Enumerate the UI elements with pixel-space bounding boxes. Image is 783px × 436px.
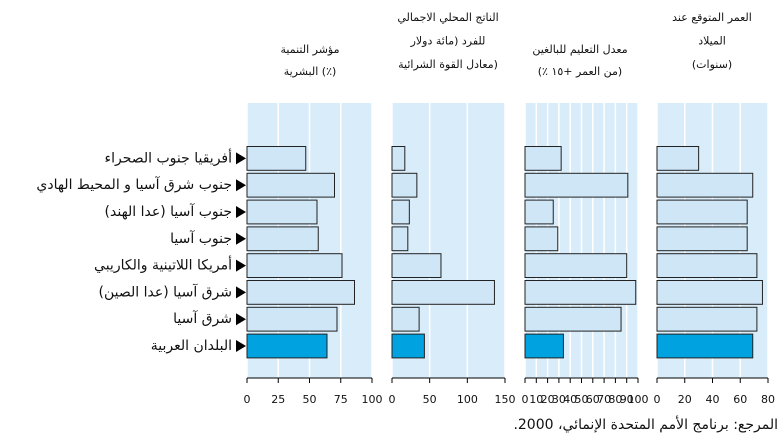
panel-title: (سنوات) xyxy=(692,58,732,71)
bar xyxy=(656,306,758,332)
panel-title: (٪ من العمر +١٥) xyxy=(538,65,622,78)
bar xyxy=(246,253,343,278)
x-tick-label: 50 xyxy=(575,393,589,406)
row-marker xyxy=(236,152,246,165)
panel-title: العمر المتوقع عند xyxy=(672,11,752,24)
bar xyxy=(656,253,758,278)
category-label: أمريكا اللاتينية والكاريبي xyxy=(94,256,232,274)
panel-title: الناتج المحلي الاجمالي xyxy=(397,11,498,24)
bar xyxy=(656,146,700,171)
panel-title: معادل القوة الشرائية) xyxy=(398,58,498,71)
x-tick-label: 100 xyxy=(362,393,383,406)
x-tick-label: 100 xyxy=(457,393,478,406)
bar xyxy=(524,226,559,252)
x-tick-label: 20 xyxy=(678,393,692,406)
x-tick-label: 40 xyxy=(706,393,720,406)
row-marker xyxy=(236,179,246,192)
x-tick-label: 90 xyxy=(620,393,634,406)
bar xyxy=(246,333,328,359)
x-tick-label: 80 xyxy=(608,393,622,406)
x-tick-label: 0 xyxy=(389,393,396,406)
bar xyxy=(391,146,406,171)
panel-title: للفرد (مائة دولار xyxy=(410,35,486,48)
x-tick-label: 60 xyxy=(733,393,747,406)
bar xyxy=(391,253,442,278)
panel-title: البشرية (٪) xyxy=(284,65,337,78)
x-tick-label: 40 xyxy=(563,393,577,406)
x-tick-label: 50 xyxy=(423,393,437,406)
bar xyxy=(656,226,748,252)
bar xyxy=(524,146,562,171)
bar xyxy=(524,199,554,225)
bar xyxy=(246,280,355,305)
bar xyxy=(524,253,628,278)
bar xyxy=(656,172,754,198)
x-tick-label: 30 xyxy=(552,393,566,406)
panel-background xyxy=(392,103,505,378)
row-marker xyxy=(236,206,246,218)
x-tick-label: 10 xyxy=(529,393,543,406)
panel-title: الميلاد xyxy=(698,35,726,48)
row-marker xyxy=(236,286,246,299)
x-tick-label: 75 xyxy=(334,393,348,406)
x-tick-label: 25 xyxy=(271,393,285,406)
category-label: جنوب آسيا xyxy=(170,230,232,247)
row-marker xyxy=(236,259,246,272)
bar xyxy=(391,226,409,252)
bar xyxy=(391,280,495,305)
bar xyxy=(391,306,420,332)
bar xyxy=(246,199,318,225)
category-label: شرق آسيا (عدا الصين) xyxy=(99,283,232,300)
row-marker xyxy=(236,232,246,245)
bar xyxy=(656,199,748,225)
category-label: جنوب آسيا (عدا الهند) xyxy=(105,203,232,220)
row-marker xyxy=(236,340,246,352)
bar xyxy=(524,306,622,332)
bar xyxy=(524,172,629,198)
bar xyxy=(524,333,564,359)
bar xyxy=(656,333,754,359)
x-tick-label: 80 xyxy=(761,393,775,406)
x-tick-label: 20 xyxy=(541,393,555,406)
x-tick-label: 70 xyxy=(597,393,611,406)
category-label: أفريقيا جنوب الصحراء xyxy=(105,148,233,166)
x-tick-label: 60 xyxy=(586,393,600,406)
bar xyxy=(524,280,637,305)
x-tick-label: 0 xyxy=(654,393,661,406)
bar xyxy=(246,172,335,198)
bar xyxy=(246,306,338,332)
bar xyxy=(246,146,307,171)
bar xyxy=(391,333,425,359)
category-label: جنوب شرق آسيا و المحيط الهادي xyxy=(36,176,232,193)
x-tick-label: 50 xyxy=(303,393,317,406)
category-label: البلدان العربية xyxy=(151,338,232,354)
row-marker xyxy=(236,313,246,326)
panel-title: معدل التعليم للبالغين xyxy=(532,43,627,56)
bar xyxy=(656,280,763,305)
bar xyxy=(391,172,418,198)
bar xyxy=(246,226,319,252)
category-label: شرق آسيا xyxy=(173,310,232,327)
source-note: المرجع: برنامج الأمم المتحدة الإنمائي، 2… xyxy=(513,415,778,433)
x-tick-label: 0 xyxy=(244,393,251,406)
panel-title: مؤشر التنمية xyxy=(281,43,340,56)
x-tick-label: 100 xyxy=(628,393,649,406)
bar xyxy=(391,199,410,225)
x-tick-label: 0 xyxy=(522,393,529,406)
x-tick-label: 150 xyxy=(495,393,516,406)
